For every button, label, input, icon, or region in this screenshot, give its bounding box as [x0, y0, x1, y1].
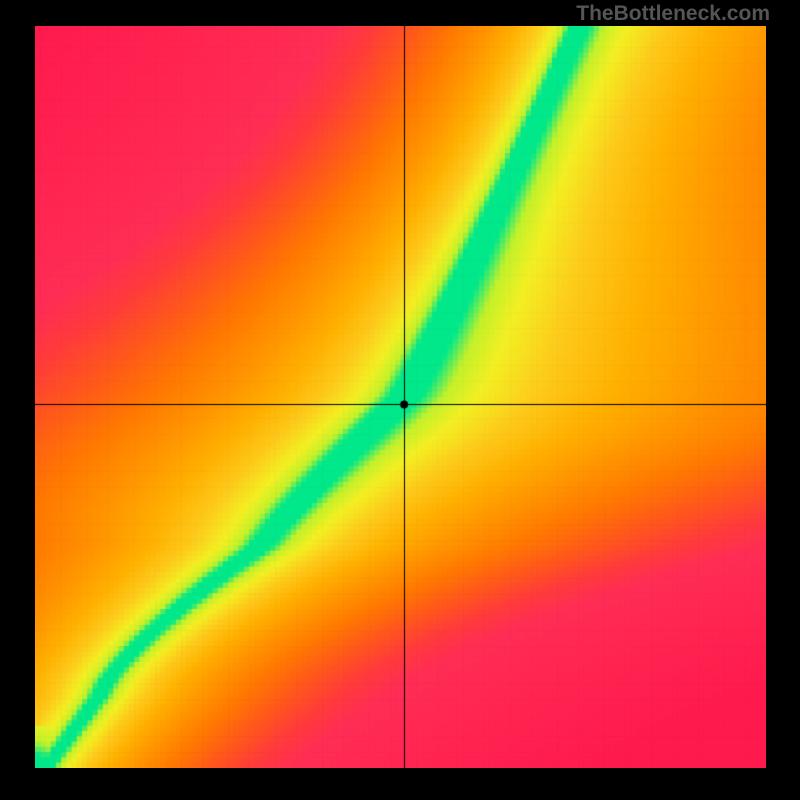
- bottleneck-heatmap: [35, 26, 766, 768]
- chart-stage: TheBottleneck.com: [0, 0, 800, 800]
- watermark-text: TheBottleneck.com: [576, 2, 770, 26]
